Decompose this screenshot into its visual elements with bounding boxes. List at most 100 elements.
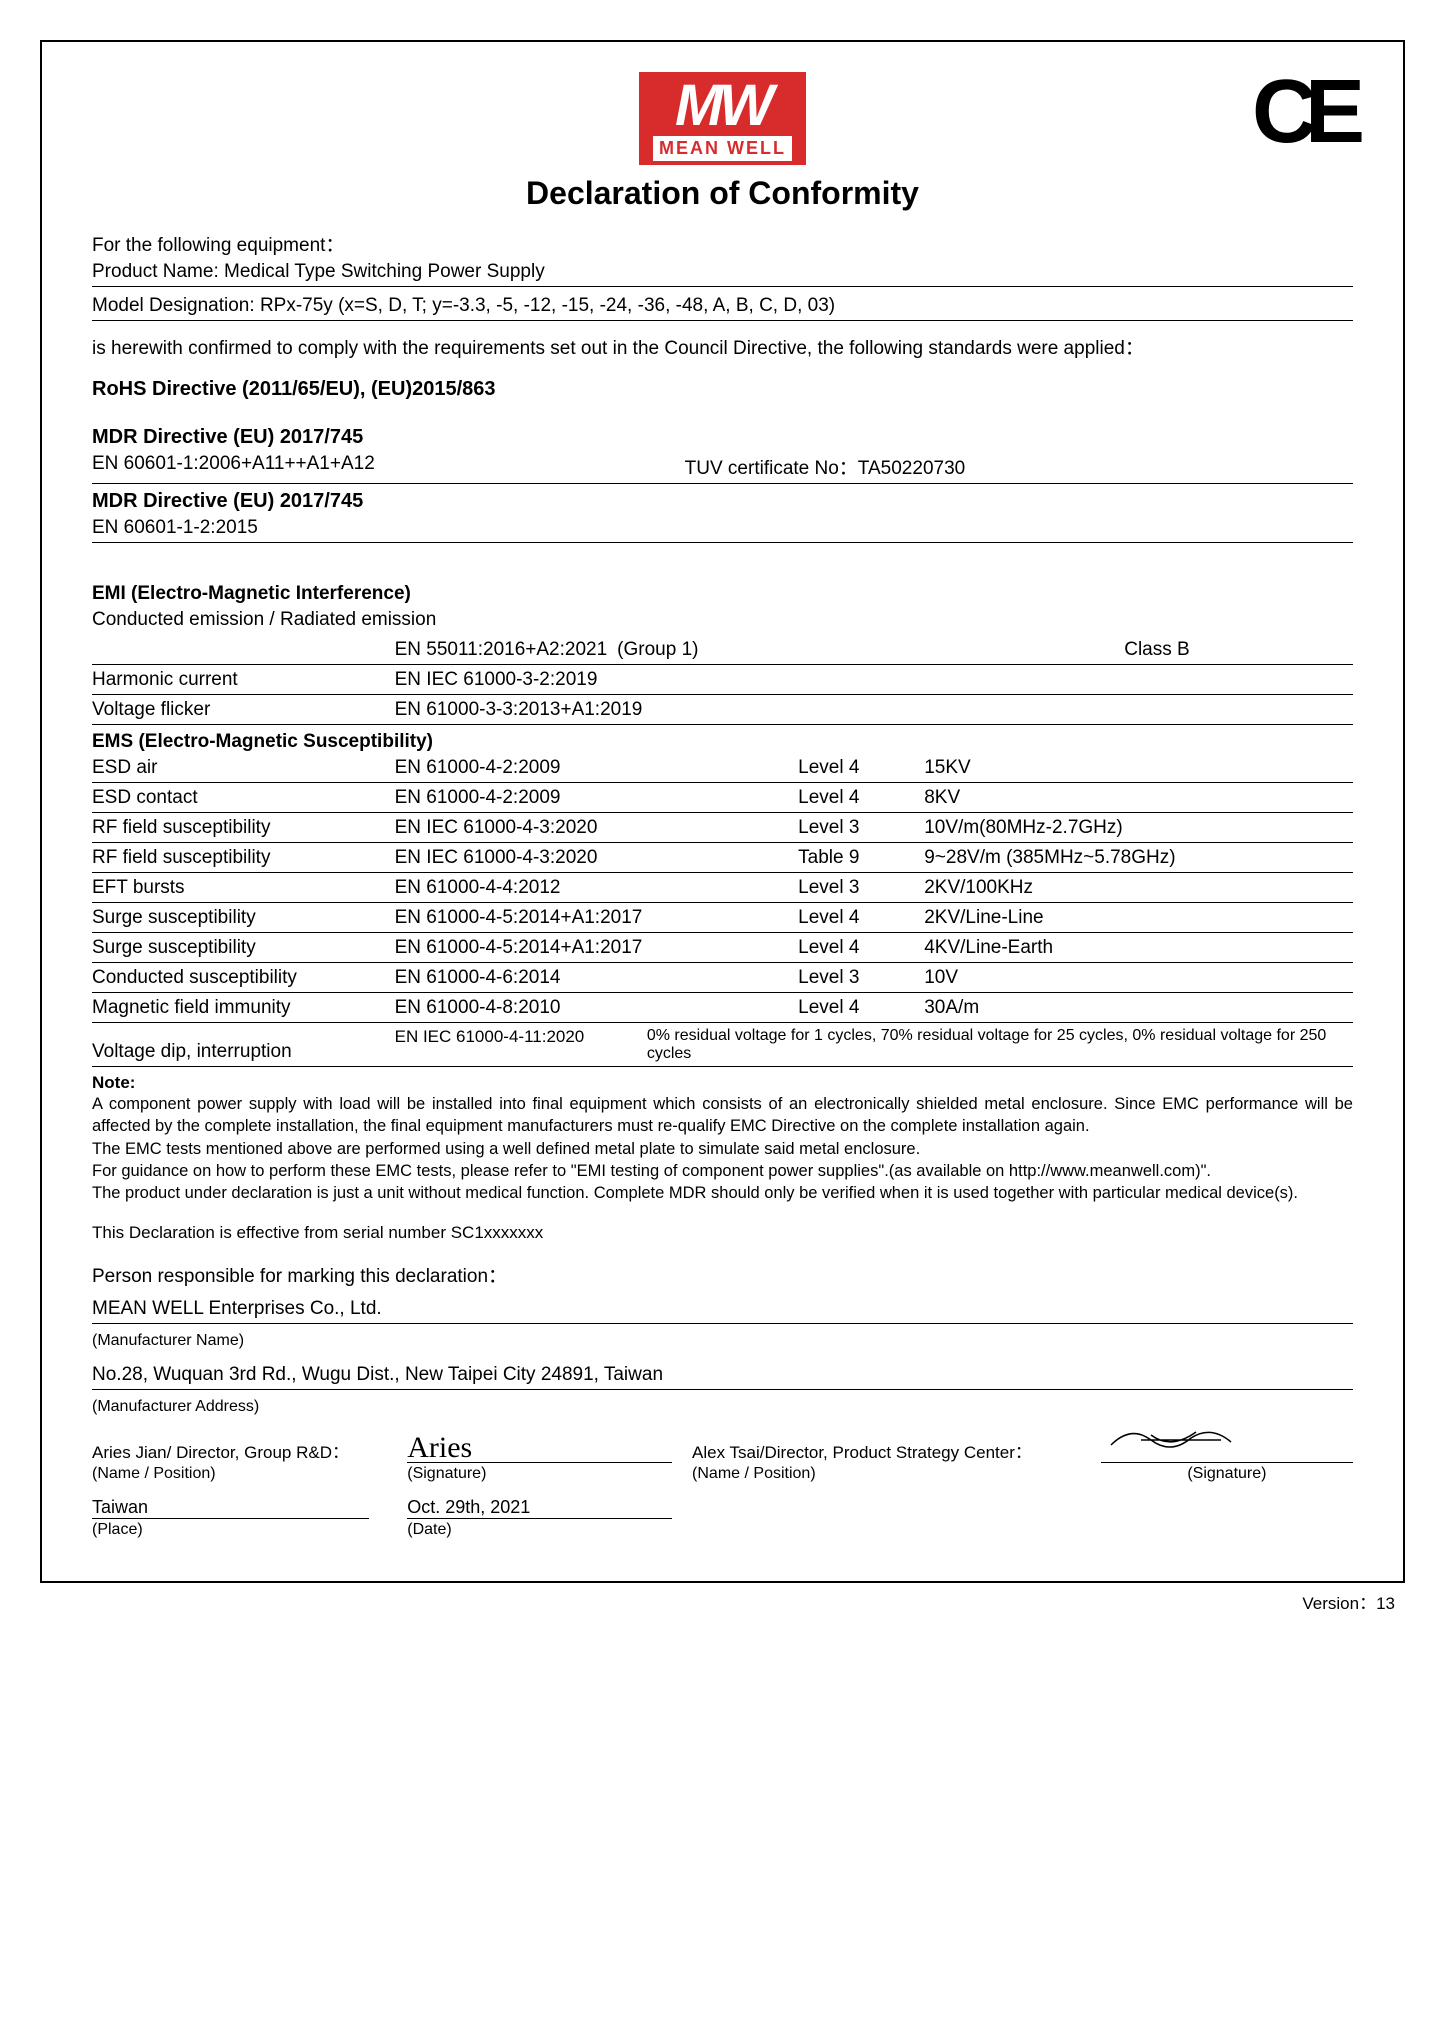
ems-row: ESD airEN 61000-4-2:2009Level 415KV: [92, 753, 1353, 783]
ems-row-dip: Voltage dip, interruption EN IEC 61000-4…: [92, 1023, 1353, 1067]
note-heading: Note:: [92, 1073, 1353, 1093]
compliance-paragraph: is herewith confirmed to comply with the…: [92, 333, 1353, 360]
ems-name: Magnetic field immunity: [92, 997, 395, 1019]
ems-level: Level 4: [798, 907, 924, 929]
ems-val: 2KV/Line-Line: [924, 907, 1353, 929]
name-pos-label-2: (Name / Position): [672, 1465, 1101, 1483]
effective-line: This Declaration is effective from seria…: [92, 1223, 1353, 1243]
date-label: (Date): [407, 1521, 672, 1539]
ems-level: Table 9: [798, 847, 924, 869]
signature-labels-row: (Name / Position) (Signature) (Name / Po…: [92, 1465, 1353, 1483]
address: No.28, Wuquan 3rd Rd., Wugu Dist., New T…: [92, 1364, 1353, 1390]
note-p2: The EMC tests mentioned above are perfor…: [92, 1138, 1353, 1160]
product-name-row: Product Name: Medical Type Switching Pow…: [92, 261, 1353, 287]
company-name: MEAN WELL Enterprises Co., Ltd.: [92, 1298, 1353, 1324]
ems-name: RF field susceptibility: [92, 817, 395, 839]
ems-row: Surge susceptibilityEN 61000-4-5:2014+A1…: [92, 933, 1353, 963]
note-p4: The product under declaration is just a …: [92, 1182, 1353, 1204]
ems-std: EN 61000-4-5:2014+A1:2017: [395, 937, 799, 959]
dip-std: EN IEC 61000-4-11:2020: [395, 1027, 647, 1047]
ems-name: Conducted susceptibility: [92, 967, 395, 989]
ems-heading: EMS (Electro-Magnetic Susceptibility): [92, 731, 1353, 753]
ems-level: Level 4: [798, 787, 924, 809]
sig-label-2: (Signature): [1101, 1465, 1353, 1483]
ems-std: EN 61000-4-2:2009: [395, 787, 799, 809]
ems-std: EN 61000-4-4:2012: [395, 877, 799, 899]
intro-line: For the following equipment：: [92, 230, 1353, 257]
ems-level: Level 4: [798, 937, 924, 959]
company-label: (Manufacturer Name): [92, 1332, 1353, 1350]
logo-mw-text: MW: [653, 80, 792, 132]
ems-val: 15KV: [924, 757, 1353, 779]
signature-icon: [1101, 1420, 1241, 1460]
date-value: Oct. 29th, 2021: [407, 1497, 672, 1519]
ems-row: RF field susceptibilityEN IEC 61000-4-3:…: [92, 843, 1353, 873]
harmonic-std: EN IEC 61000-3-2:2019: [395, 669, 799, 691]
emi-conducted-label: Conducted emission / Radiated emission: [92, 609, 1353, 631]
ems-row: ESD contactEN 61000-4-2:2009Level 48KV: [92, 783, 1353, 813]
left-signature: Aries: [407, 1436, 672, 1463]
ems-val: 4KV/Line-Earth: [924, 937, 1353, 959]
flicker-std: EN 61000-3-3:2013+A1:2019: [395, 699, 799, 721]
ems-std: EN 61000-4-8:2010: [395, 997, 799, 1019]
ems-level: Level 4: [798, 997, 924, 1019]
right-signature: [1101, 1420, 1353, 1463]
ems-name: Surge susceptibility: [92, 937, 395, 959]
ems-std: EN IEC 61000-4-3:2020: [395, 817, 799, 839]
ems-table: ESD airEN 61000-4-2:2009Level 415KVESD c…: [92, 753, 1353, 1023]
ems-name: Surge susceptibility: [92, 907, 395, 929]
dip-desc: 0% residual voltage for 1 cycles, 70% re…: [647, 1027, 1353, 1063]
ems-row: Magnetic field immunityEN 61000-4-8:2010…: [92, 993, 1353, 1023]
ems-std: EN 61000-4-5:2014+A1:2017: [395, 907, 799, 929]
emi-row-conducted: EN 55011:2016+A2:2021(Group 1) Class B: [92, 635, 1353, 665]
ems-level: Level 4: [798, 757, 924, 779]
ems-row: Surge susceptibilityEN 61000-4-5:2014+A1…: [92, 903, 1353, 933]
left-signer-name: Aries Jian/ Director, Group R&D：: [92, 1438, 407, 1463]
meanwell-logo: MW MEAN WELL: [639, 72, 806, 165]
ems-level: Level 3: [798, 877, 924, 899]
mdr1-row: EN 60601-1:2006+A11++A1+A12 TUV certific…: [92, 453, 1353, 484]
dip-label: Voltage dip, interruption: [92, 1041, 395, 1063]
ems-row: RF field susceptibilityEN IEC 61000-4-3:…: [92, 813, 1353, 843]
model-value: RPx-75y (x=S, D, T; y=-3.3, -5, -12, -15…: [260, 295, 835, 316]
ems-val: 30A/m: [924, 997, 1353, 1019]
place-date-row: Taiwan Oct. 29th, 2021: [92, 1497, 1353, 1519]
ems-std: EN 61000-4-6:2014: [395, 967, 799, 989]
ems-row: EFT burstsEN 61000-4-4:2012Level 32KV/10…: [92, 873, 1353, 903]
note-p3: For guidance on how to perform these EMC…: [92, 1160, 1353, 1182]
emi-heading: EMI (Electro-Magnetic Interference): [92, 583, 1353, 605]
name-pos-label-1: (Name / Position): [92, 1465, 407, 1483]
emi-conducted-std: EN 55011:2016+A2:2021(Group 1): [395, 639, 799, 661]
ce-mark-icon: CE: [1252, 72, 1353, 153]
ems-val: 8KV: [924, 787, 1353, 809]
ems-name: RF field susceptibility: [92, 847, 395, 869]
ems-name: ESD contact: [92, 787, 395, 809]
version-text: Version：13: [40, 1589, 1405, 1614]
signature-block: Person responsible for marking this decl…: [92, 1261, 1353, 1539]
mdr1-heading: MDR Directive (EU) 2017/745: [92, 426, 1353, 449]
note-p1: A component power supply with load will …: [92, 1093, 1353, 1138]
flicker-label: Voltage flicker: [92, 699, 395, 721]
model-row: Model Designation: RPx-75y (x=S, D, T; y…: [92, 295, 1353, 321]
document-page: MW MEAN WELL CE Declaration of Conformit…: [40, 40, 1405, 1583]
ems-val: 10V: [924, 967, 1353, 989]
model-label: Model Designation:: [92, 295, 260, 316]
emi-row-flicker: Voltage flicker EN 61000-3-3:2013+A1:201…: [92, 695, 1353, 725]
emi-conducted-class: Class B: [924, 639, 1353, 661]
sig-label-1: (Signature): [407, 1465, 672, 1483]
rohs-heading: RoHS Directive (2011/65/EU), (EU)2015/86…: [92, 378, 1353, 404]
resp-intro: Person responsible for marking this decl…: [92, 1261, 1353, 1288]
product-name-value: Medical Type Switching Power Supply: [224, 261, 545, 282]
logo-box: MW MEAN WELL: [639, 72, 806, 165]
place-value: Taiwan: [92, 1497, 369, 1519]
ems-name: EFT bursts: [92, 877, 395, 899]
header: MW MEAN WELL CE: [92, 72, 1353, 165]
ems-val: 2KV/100KHz: [924, 877, 1353, 899]
harmonic-label: Harmonic current: [92, 669, 395, 691]
mdr1-standard: EN 60601-1:2006+A11++A1+A12: [92, 453, 685, 480]
mdr2-heading: MDR Directive (EU) 2017/745: [92, 490, 1353, 513]
emi-row-harmonic: Harmonic current EN IEC 61000-3-2:2019: [92, 665, 1353, 695]
place-date-labels: (Place) (Date): [92, 1521, 1353, 1539]
ems-val: 9~28V/m (385MHz~5.78GHz): [924, 847, 1353, 869]
ems-level: Level 3: [798, 967, 924, 989]
